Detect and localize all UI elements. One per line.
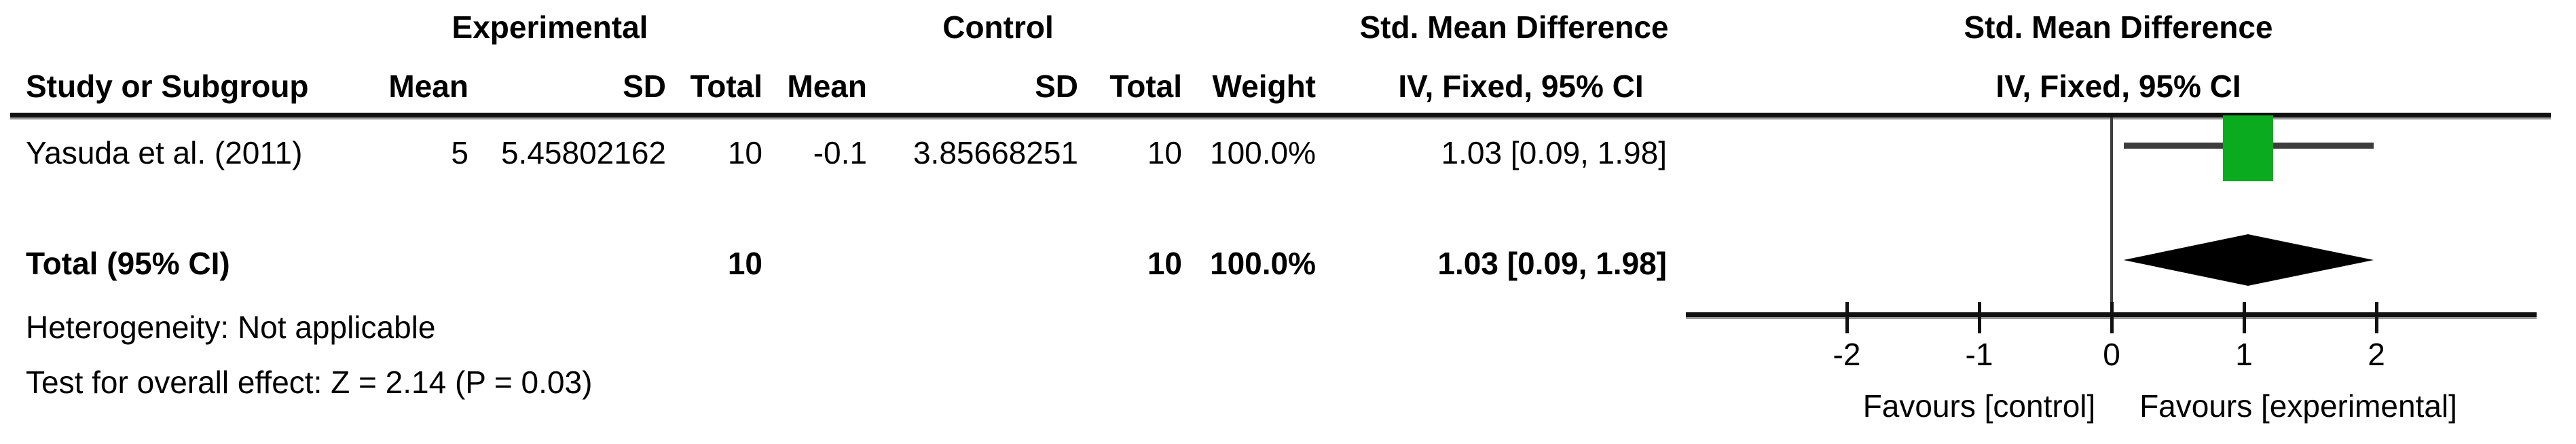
axis-tick: [2110, 302, 2114, 333]
axis-tick-label: 1: [2235, 337, 2253, 372]
group-header-smd-plot: Std. Mean Difference: [1964, 10, 2273, 45]
total-ctrl-total: 10: [1147, 246, 1182, 281]
study-name: Yasuda et al. (2011): [26, 135, 303, 170]
col-header-study: Study or Subgroup: [26, 69, 309, 104]
header-separator-line: [10, 113, 2551, 117]
axis-tick-label: 0: [2103, 337, 2120, 372]
col-header-exp-mean: Mean: [388, 69, 468, 104]
heterogeneity-note: Heterogeneity: Not applicable: [26, 310, 436, 345]
axis-tick: [1845, 302, 1849, 333]
study-ctrl-sd: 3.85668251: [913, 135, 1078, 170]
axis-line: [1686, 312, 2537, 317]
total-effect-ci: 1.03 [0.09, 1.98]: [1437, 246, 1667, 281]
col-header-weight: Weight: [1212, 69, 1316, 104]
group-header-smd-table: Std. Mean Difference: [1359, 10, 1669, 45]
axis-tick-label: 2: [2368, 337, 2385, 372]
axis-line-shadow: [1686, 317, 2537, 319]
total-weight: 100.0%: [1209, 246, 1316, 281]
favours-right-label: Favours [experimental]: [2139, 388, 2457, 424]
study-ctrl-mean: -0.1: [813, 135, 867, 170]
study-ctrl-total: 10: [1147, 135, 1182, 170]
study-weight: 100.0%: [1209, 135, 1316, 170]
study-exp-total: 10: [727, 135, 762, 170]
total-label: Total (95% CI): [26, 246, 230, 281]
ci-whisker: [2123, 143, 2374, 149]
col-header-ctrl-sd: SD: [1035, 69, 1078, 104]
col-header-exp-total: Total: [690, 69, 762, 104]
col-header-ci-plot: IV, Fixed, 95% CI: [1995, 69, 2241, 104]
col-header-ctrl-total: Total: [1109, 69, 1182, 104]
col-header-ctrl-mean: Mean: [787, 69, 867, 104]
weight-square: [2222, 115, 2273, 181]
favours-left-label: Favours [control]: [1862, 388, 2096, 424]
study-exp-mean: 5: [451, 135, 468, 170]
total-exp-total: 10: [727, 246, 762, 281]
col-header-exp-sd: SD: [623, 69, 666, 104]
pooled-diamond: [2123, 234, 2374, 286]
axis-tick: [1978, 302, 1981, 333]
axis-tick-label: -2: [1833, 337, 1861, 372]
group-header-control: Control: [942, 10, 1054, 45]
header-separator-shadow: [10, 117, 2551, 119]
overall-effect-note: Test for overall effect: Z = 2.14 (P = 0…: [26, 365, 593, 400]
axis-tick: [2375, 302, 2378, 333]
axis-tick: [2243, 302, 2246, 333]
study-effect-ci: 1.03 [0.09, 1.98]: [1441, 135, 1668, 170]
group-header-experimental: Experimental: [452, 10, 648, 45]
col-header-ci-table: IV, Fixed, 95% CI: [1398, 69, 1644, 104]
study-exp-sd: 5.45802162: [500, 135, 666, 170]
zero-line: [2110, 117, 2113, 313]
axis-tick-label: -1: [1965, 337, 1993, 372]
